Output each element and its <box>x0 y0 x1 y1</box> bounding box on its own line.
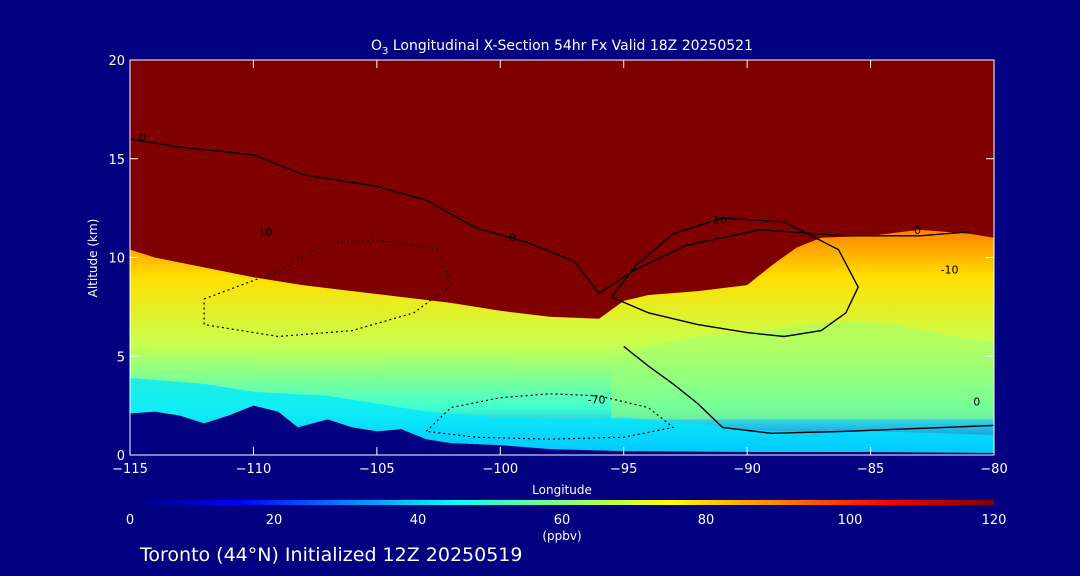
x-tick-label: −115 <box>112 462 148 477</box>
contour-line-dotted-low <box>425 393 675 440</box>
y-tick-label: 15 <box>108 153 125 168</box>
colorbar-tick-label: 100 <box>838 513 863 528</box>
colorbar-tick-label: 120 <box>982 513 1007 528</box>
colorbar-tick-label: 40 <box>410 513 427 528</box>
colorbar-unit: (ppbv) <box>542 529 581 543</box>
contour-label-5: -10 <box>941 263 959 276</box>
plot-area: 0 -10 0 10 0 -10 -70 0 <box>130 60 994 455</box>
y-tick-label: 20 <box>108 54 125 69</box>
contour-label-4: 0 <box>914 224 921 237</box>
x-tick-label: −110 <box>236 462 272 477</box>
colorbar-tick-label: 0 <box>126 513 134 528</box>
contour-line-zero <box>130 138 970 295</box>
x-tick-label: −90 <box>733 462 760 477</box>
chart-title: O3 Longitudinal X-Section 54hr Fx Valid … <box>371 38 753 57</box>
x-tick-label: −80 <box>980 462 1007 477</box>
contour-label-6: -70 <box>588 394 606 407</box>
y-tick-label: 0 <box>117 449 125 464</box>
y-axis-label: Altitude (km) <box>86 219 100 298</box>
colorbar <box>130 500 994 505</box>
stratosphere-region <box>130 60 994 319</box>
contour-line-east <box>623 345 994 435</box>
x-tick-label: −95 <box>610 462 637 477</box>
mid-ozone-region <box>611 320 994 420</box>
y-tick-label: 10 <box>108 252 125 267</box>
x-tick-label: −100 <box>482 462 518 477</box>
terrain-surface <box>130 405 994 455</box>
colorbar-tick-label: 80 <box>698 513 715 528</box>
x-tick-label: −85 <box>857 462 884 477</box>
contour-line-dotted-west <box>203 239 452 338</box>
contour-label-0: 0 <box>139 131 146 144</box>
contour-label-1: -10 <box>254 226 272 239</box>
contour-line-ten <box>610 217 859 338</box>
footer-caption: Toronto (44°N) Initialized 12Z 20250519 <box>139 544 523 566</box>
x-axis-label: Longitude <box>532 483 592 497</box>
contour-label-2: 0 <box>509 232 516 245</box>
colorbar-tick-label: 60 <box>554 513 571 528</box>
contour-label-3: 10 <box>713 214 727 227</box>
y-tick-label: 5 <box>117 350 125 365</box>
x-tick-label: −105 <box>359 462 395 477</box>
colorbar-tick-label: 20 <box>266 513 283 528</box>
contour-label-7: 0 <box>973 396 980 409</box>
